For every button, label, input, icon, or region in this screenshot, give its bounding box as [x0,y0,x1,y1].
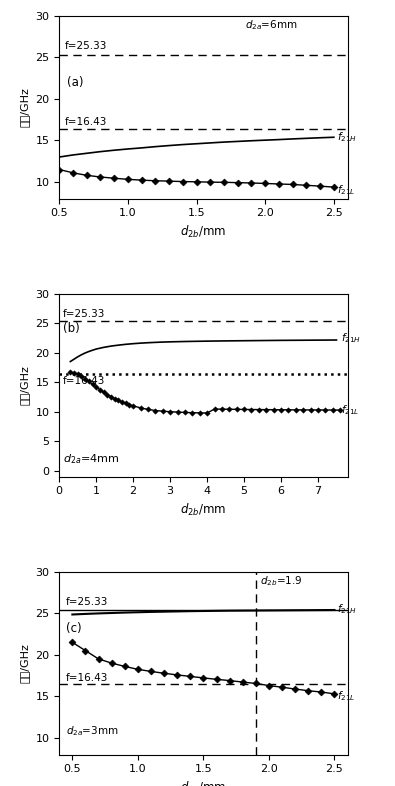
Text: (b): (b) [63,322,80,335]
Text: (a): (a) [68,76,84,90]
Text: (c): (c) [66,622,81,634]
X-axis label: $d_{2b}$/mm: $d_{2b}$/mm [181,501,226,518]
Text: f=16.43: f=16.43 [65,116,107,127]
Y-axis label: 频率/GHz: 频率/GHz [20,365,30,405]
Text: $f_{21H}$: $f_{21H}$ [337,130,357,144]
Text: $f_{21H}$: $f_{21H}$ [341,332,361,345]
Text: $f_{21L}$: $f_{21L}$ [337,689,356,703]
Text: f=16.43: f=16.43 [63,376,105,386]
Text: f=25.33: f=25.33 [66,597,108,607]
Text: $d_{2a}$=4mm: $d_{2a}$=4mm [63,452,119,465]
Y-axis label: 频率/GHz: 频率/GHz [20,643,30,683]
Text: $d_{2a}$=3mm: $d_{2a}$=3mm [66,724,118,737]
Text: $d_{2b}$=1.9: $d_{2b}$=1.9 [260,574,302,588]
Y-axis label: 频率/GHz: 频率/GHz [20,87,30,127]
Text: f=25.33: f=25.33 [63,310,105,319]
Text: f=25.33: f=25.33 [65,41,107,51]
Text: $f_{21L}$: $f_{21L}$ [337,182,355,196]
Text: $d_{2a}$=6mm: $d_{2a}$=6mm [245,18,297,32]
Text: f=16.43: f=16.43 [66,673,108,682]
Text: $f_{21L}$: $f_{21L}$ [341,403,359,417]
Text: $f_{21H}$: $f_{21H}$ [337,602,357,615]
X-axis label: $d_{2b}$/mm: $d_{2b}$/mm [181,780,226,786]
X-axis label: $d_{2b}$/mm: $d_{2b}$/mm [181,224,226,240]
